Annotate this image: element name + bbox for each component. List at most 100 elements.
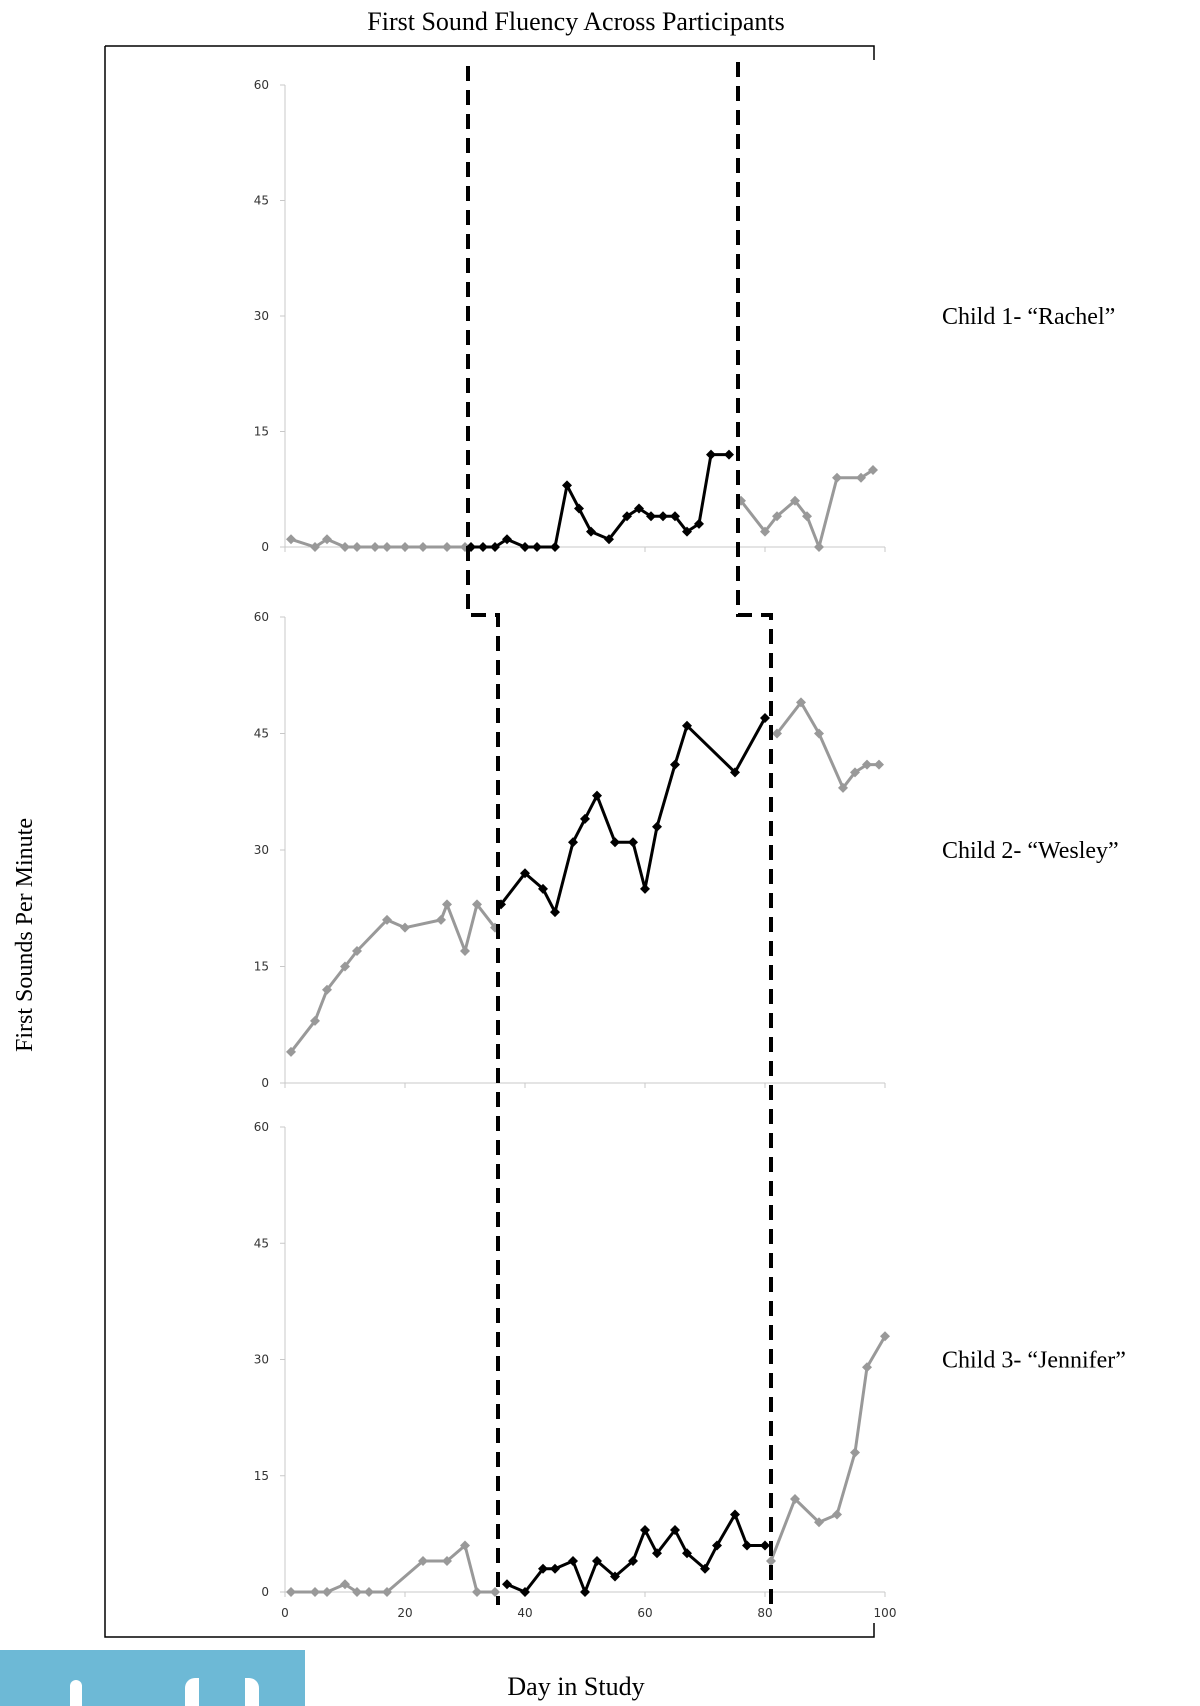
intervention-data-point — [490, 542, 500, 552]
baseline-data-point — [286, 534, 296, 545]
maintenance-data-point — [862, 1362, 872, 1373]
x-tick-label: 100 — [874, 1606, 897, 1620]
maintenance-data-point — [796, 697, 806, 708]
intervention-data-point — [730, 1509, 740, 1520]
maintenance-data-point — [868, 465, 878, 475]
baseline-data-point — [400, 922, 410, 933]
y-tick-label: 0 — [261, 1585, 269, 1599]
y-axis-label: First Sounds Per Minute — [12, 818, 38, 1052]
intervention-data-point — [604, 534, 614, 545]
y-tick-label: 30 — [254, 1353, 269, 1367]
baseline-series-line — [291, 1544, 495, 1594]
intervention-data-point — [592, 790, 602, 801]
intervention-data-point — [670, 759, 680, 770]
logo-bar — [245, 1678, 259, 1706]
baseline-data-point — [322, 534, 332, 545]
intervention-data-point — [760, 712, 770, 723]
intervention-data-point — [700, 1563, 710, 1574]
baseline-data-point — [322, 984, 332, 995]
baseline-data-point — [352, 945, 362, 956]
baseline-data-point — [322, 1587, 332, 1597]
y-tick-label: 45 — [254, 194, 269, 208]
phase-change-line — [736, 62, 773, 1605]
intervention-data-point — [706, 449, 716, 460]
baseline-data-point — [442, 899, 452, 910]
baseline-data-point — [472, 899, 482, 910]
intervention-data-point — [652, 1548, 662, 1559]
logo-bar — [70, 1680, 82, 1706]
maintenance-data-point — [832, 1509, 842, 1520]
intervention-data-point — [652, 821, 662, 832]
intervention-data-point — [610, 837, 620, 848]
maintenance-data-point — [790, 1494, 800, 1504]
baseline-data-point — [340, 1579, 350, 1590]
maintenance-data-point — [772, 511, 782, 522]
baseline-data-point — [418, 1556, 428, 1566]
intervention-data-point — [550, 1563, 560, 1574]
maintenance-data-point — [874, 759, 884, 770]
maintenance-series-line — [775, 700, 879, 790]
intervention-data-point — [694, 518, 704, 529]
y-tick-label: 60 — [254, 610, 269, 624]
intervention-data-point — [478, 542, 488, 552]
maintenance-series-line — [739, 468, 874, 549]
baseline-series-line — [289, 902, 497, 1053]
y-tick-label: 30 — [254, 843, 269, 857]
intervention-data-point — [622, 511, 632, 522]
maintenance-data-point — [850, 767, 860, 778]
y-tick-label: 15 — [254, 960, 269, 974]
x-tick-label: 60 — [637, 1606, 652, 1620]
maintenance-data-point — [880, 1331, 890, 1342]
intervention-data-point — [724, 449, 734, 460]
intervention-data-point — [742, 1540, 752, 1551]
baseline-data-point — [418, 542, 428, 552]
intervention-data-point — [640, 1525, 650, 1535]
intervention-data-point — [670, 1525, 680, 1535]
phase-change-line — [466, 66, 500, 1605]
intervention-data-point — [538, 1563, 548, 1574]
maintenance-data-point — [814, 542, 824, 552]
chart-title: First Sound Fluency Across Participants — [367, 7, 784, 36]
baseline-data-point — [400, 542, 410, 552]
intervention-data-point — [610, 1571, 620, 1582]
plot-area: 0 15 30 45 60 Child 1- “Rachel” 0 15 30 45 60 Child… — [254, 62, 1126, 1620]
intervention-data-point — [658, 511, 668, 522]
participant-label: Child 3- “Jennifer” — [942, 1348, 1126, 1374]
y-tick-label: 15 — [254, 1469, 269, 1483]
intervention-data-point — [502, 534, 512, 545]
intervention-data-point — [532, 542, 542, 552]
maintenance-data-point — [832, 472, 842, 483]
maintenance-data-point — [760, 526, 770, 537]
y-tick-label: 45 — [254, 727, 269, 741]
x-tick-label: 20 — [397, 1606, 412, 1620]
y-tick-label: 0 — [261, 540, 269, 554]
baseline-data-point — [460, 945, 470, 956]
y-tick-label: 45 — [254, 1236, 269, 1250]
maintenance-data-point — [850, 1447, 860, 1458]
intervention-data-point — [520, 1587, 530, 1597]
intervention-data-point — [712, 1540, 722, 1551]
intervention-data-point — [568, 1556, 578, 1566]
participant-label: Child 1- “Rachel” — [942, 304, 1115, 330]
intervention-data-point — [550, 907, 560, 918]
participant-label: Child 2- “Wesley” — [942, 838, 1119, 864]
intervention-data-point — [586, 526, 596, 537]
y-tick-label: 15 — [254, 425, 269, 439]
intervention-data-point — [574, 503, 584, 514]
intervention-data-point — [502, 1579, 512, 1590]
x-tick-label: 80 — [757, 1606, 772, 1620]
intervention-data-point — [562, 480, 572, 491]
y-tick-label: 60 — [254, 1120, 269, 1134]
intervention-data-point — [730, 767, 740, 778]
frame-bottom — [104, 46, 875, 1638]
baseline-data-point — [382, 542, 392, 552]
maintenance-data-point — [862, 759, 872, 770]
y-tick-label: 0 — [261, 1076, 269, 1090]
x-tick-label: 0 — [281, 1606, 289, 1620]
intervention-data-point — [580, 813, 590, 824]
intervention-data-point — [646, 511, 656, 522]
x-axis-label: Day in Study — [507, 1672, 644, 1701]
intervention-data-point — [628, 1556, 638, 1566]
frame-top — [105, 45, 875, 60]
